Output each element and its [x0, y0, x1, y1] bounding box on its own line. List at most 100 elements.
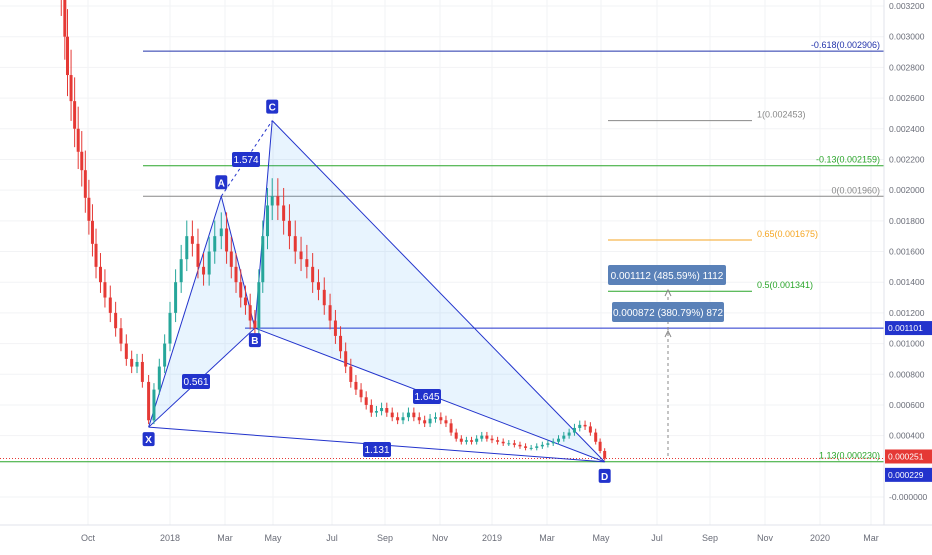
candle-body	[524, 446, 528, 448]
fib-level-label: 1.13(0.000230)	[819, 451, 880, 461]
candle-body	[147, 381, 151, 421]
candle-body	[380, 408, 384, 412]
candle-body	[557, 438, 561, 442]
measure-arrow-up	[664, 288, 672, 297]
point-badge-a	[215, 175, 228, 190]
bcd-triangle	[254, 120, 605, 462]
point-label-b: B	[251, 336, 258, 347]
price-label: 0.001101	[888, 323, 923, 333]
candle-body	[168, 312, 172, 344]
candle-body	[196, 243, 200, 267]
candle-body	[261, 236, 265, 283]
candle-body	[433, 417, 437, 419]
ratio-badge	[182, 374, 210, 389]
candle-body	[94, 243, 98, 267]
candle-body	[265, 205, 269, 237]
candle-body	[529, 447, 533, 449]
candle-body	[470, 440, 474, 442]
candle-body	[412, 412, 416, 418]
candle-body	[390, 412, 394, 418]
fib-level-label: -0.13(0.002159)	[816, 155, 880, 165]
y-tick-label: 0.001600	[889, 247, 925, 257]
candle-body	[282, 205, 286, 221]
x-tick-label: Sep	[377, 533, 393, 543]
candle-body	[572, 427, 576, 433]
candle-body	[163, 343, 167, 367]
x-tick-label: May	[592, 533, 610, 543]
candle-body	[417, 417, 421, 421]
candle-body	[213, 236, 217, 252]
y-tick-label: 0.002800	[889, 62, 925, 72]
candle-body	[243, 297, 247, 306]
candle-body	[124, 343, 128, 359]
candle-body	[475, 438, 479, 442]
candle-body	[207, 251, 211, 275]
candle-body	[73, 101, 77, 129]
candle-body	[406, 412, 410, 418]
candle-body	[174, 282, 178, 313]
x-tick-label: Mar	[539, 533, 555, 543]
candle-body	[130, 358, 134, 367]
x-tick-label: Mar	[217, 533, 233, 543]
candle-body	[385, 408, 389, 413]
y-tick-label: 0.003000	[889, 32, 925, 42]
candle-body	[179, 259, 183, 283]
candle-body	[540, 444, 544, 447]
point-label-a: A	[218, 178, 225, 189]
candle-body	[98, 266, 102, 283]
y-tick-label: 0.001000	[889, 339, 925, 349]
fibonacci-levels: -0.618(0.002906) 1(0.002453) -0.13(0.00215…	[0, 40, 884, 463]
x-tick-label: Nov	[432, 533, 449, 543]
x-tick-label: Mar	[863, 533, 879, 543]
candle-body	[578, 424, 582, 428]
candle-body	[490, 438, 494, 441]
point-label-x: X	[145, 435, 152, 446]
x-axis: Oct 2018 Mar May Jul Sep Nov 2019 Mar May Jul Sep No…	[0, 524, 932, 543]
candle-body	[190, 236, 194, 244]
candle-body	[339, 335, 343, 352]
x-tick-label: 2020	[810, 533, 830, 543]
candle-body	[518, 444, 522, 447]
candle-body	[305, 259, 309, 267]
candle-body	[311, 266, 315, 283]
candle-body	[119, 328, 123, 344]
candle-body	[583, 424, 587, 427]
candle-body	[546, 443, 550, 445]
candle-body	[588, 426, 592, 433]
point-label-c: C	[269, 103, 276, 114]
candle-body	[480, 435, 484, 439]
candle-body	[69, 75, 73, 102]
point-badge-d	[598, 468, 611, 483]
candle-body	[396, 417, 400, 421]
candle-body	[135, 361, 139, 367]
point-badge-c	[266, 99, 279, 114]
candle-body	[316, 282, 320, 290]
candle-body	[428, 418, 432, 424]
y-tick-label: 0.003200	[889, 1, 925, 11]
candle-body	[598, 441, 602, 451]
y-tick-label: 0.002400	[889, 124, 925, 134]
y-tick-label: 0.001200	[889, 308, 925, 318]
x-tick-label: Oct	[81, 533, 96, 543]
y-tick-label: 0.002000	[889, 185, 925, 195]
candle-body	[454, 432, 458, 439]
candle-body	[63, 0, 67, 37]
measure-box	[612, 302, 724, 322]
y-tick-label: 0.001400	[889, 277, 925, 287]
candle-body	[90, 220, 94, 244]
candle-body	[374, 411, 378, 413]
price-label-bg	[885, 467, 932, 482]
candle-body	[333, 320, 337, 336]
candle-body	[140, 361, 144, 382]
candle-body	[464, 440, 468, 442]
fib-level-label: -0.618(0.002906)	[811, 40, 880, 50]
xab-triangle	[148, 196, 255, 428]
candle-body	[349, 366, 353, 382]
measure-tool: 0.001112 (485.59%) 1112 0.000872 (380.79%…	[608, 265, 726, 459]
x-tick-label: Jul	[651, 533, 663, 543]
candle-body	[225, 228, 229, 252]
price-label: 0.000251	[888, 451, 924, 461]
candle-body	[459, 438, 463, 442]
candle-body	[369, 404, 373, 413]
